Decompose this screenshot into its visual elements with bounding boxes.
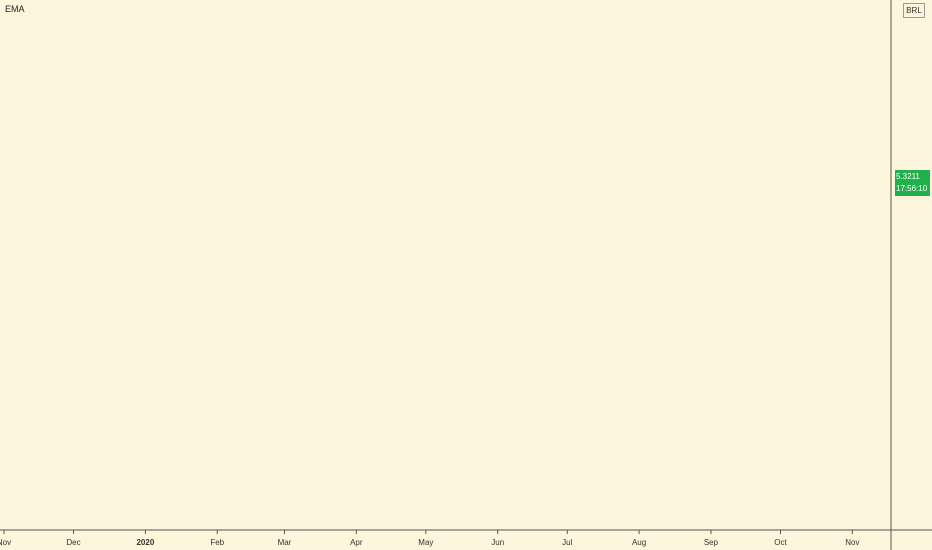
- x-tick-label: Aug: [632, 538, 646, 547]
- x-tick-label: Feb: [210, 538, 224, 547]
- countdown-timer: 17:56:10: [896, 184, 928, 193]
- x-tick-label: May: [418, 538, 433, 547]
- x-tick-label: Apr: [350, 538, 363, 547]
- x-tick-label: Mar: [278, 538, 292, 547]
- x-tick-label: Dec: [66, 538, 80, 547]
- x-tick-label: Nov: [0, 538, 11, 547]
- indicator-label: EMA: [5, 4, 25, 14]
- x-tick-label: Nov: [845, 538, 859, 547]
- x-tick-label: Jun: [491, 538, 504, 547]
- currency-badge[interactable]: BRL: [903, 3, 925, 18]
- x-tick-label: Oct: [774, 538, 787, 547]
- x-tick-label: Jul: [562, 538, 572, 547]
- x-tick-label: Sep: [704, 538, 719, 547]
- current-price-value: 5.3211: [896, 172, 920, 181]
- current-price-tag: 5.3211 17:56:10: [895, 170, 930, 196]
- x-tick-label: 2020: [136, 538, 154, 547]
